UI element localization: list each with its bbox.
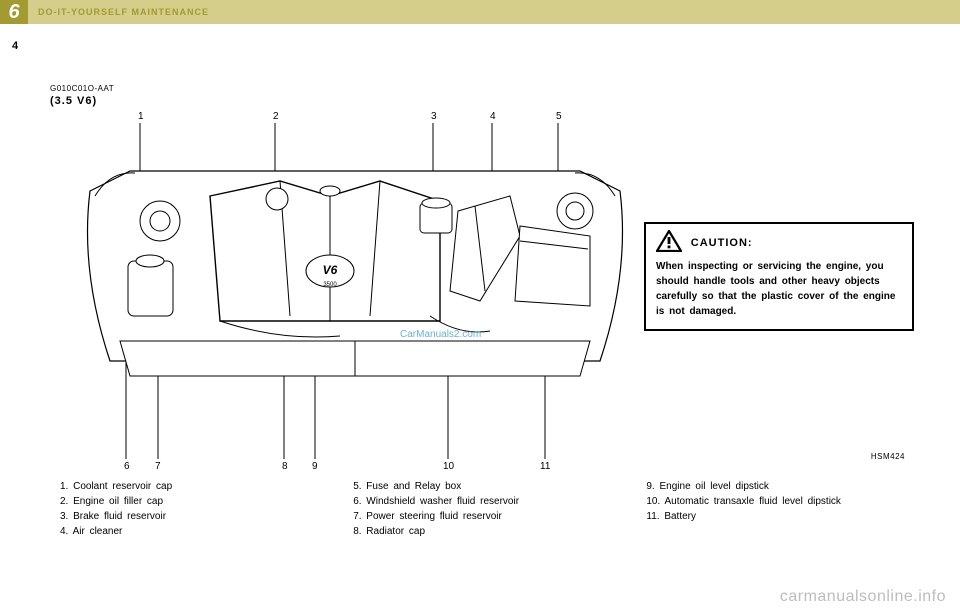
svg-text:3500: 3500 — [323, 282, 337, 288]
legend-item: 2. Engine oil filler cap — [60, 494, 353, 509]
legend-item: 7. Power steering fluid reservoir — [353, 509, 646, 524]
legend-item: 9. Engine oil level dipstick — [646, 479, 920, 494]
callout-11: 11 — [540, 461, 550, 472]
legend-item: 8. Radiator cap — [353, 524, 646, 539]
legend-col-1: 1. Coolant reservoir cap 2. Engine oil f… — [50, 479, 353, 539]
callout-9: 9 — [312, 461, 318, 472]
watermark-inline: CarManuals2.com — [400, 329, 481, 340]
doc-code: G010C01O-AAT — [50, 84, 920, 93]
engine-subtitle: (3.5 V6) — [50, 95, 920, 107]
callout-7: 7 — [155, 461, 161, 472]
chapter-number: 6 — [0, 0, 28, 24]
legend-item: 10. Automatic transaxle fluid level dips… — [646, 494, 920, 509]
watermark-footer: carmanualsonline.info — [780, 588, 946, 606]
page-header: 6 DO-IT-YOURSELF MAINTENANCE — [0, 0, 960, 24]
legend-item: 6. Windshield washer fluid reservoir — [353, 494, 646, 509]
callout-10: 10 — [443, 461, 454, 472]
caution-title: CAUTION: — [691, 235, 753, 252]
legend-item: 11. Battery — [646, 509, 920, 524]
legend-item: 1. Coolant reservoir cap — [60, 479, 353, 494]
callout-8: 8 — [282, 461, 288, 472]
caution-box: CAUTION: When inspecting or servicing th… — [644, 222, 914, 331]
legend-item: 3. Brake fluid reservoir — [60, 509, 353, 524]
legend-columns: 1. Coolant reservoir cap 2. Engine oil f… — [50, 479, 920, 539]
callout-6: 6 — [124, 461, 130, 472]
legend-item: 5. Fuse and Relay box — [353, 479, 646, 494]
warning-icon — [656, 230, 682, 257]
legend-col-2: 5. Fuse and Relay box 6. Windshield wash… — [353, 479, 646, 539]
legend-col-3: 9. Engine oil level dipstick 10. Automat… — [646, 479, 920, 539]
figure-reference: HSM424 — [871, 452, 905, 461]
header-title: DO-IT-YOURSELF MAINTENANCE — [38, 7, 209, 17]
svg-text:V6: V6 — [323, 263, 338, 277]
engine-illustration: V6 3500 — [80, 141, 630, 421]
legend-item: 4. Air cleaner — [60, 524, 353, 539]
caution-text: When inspecting or servicing the engine,… — [656, 259, 902, 319]
